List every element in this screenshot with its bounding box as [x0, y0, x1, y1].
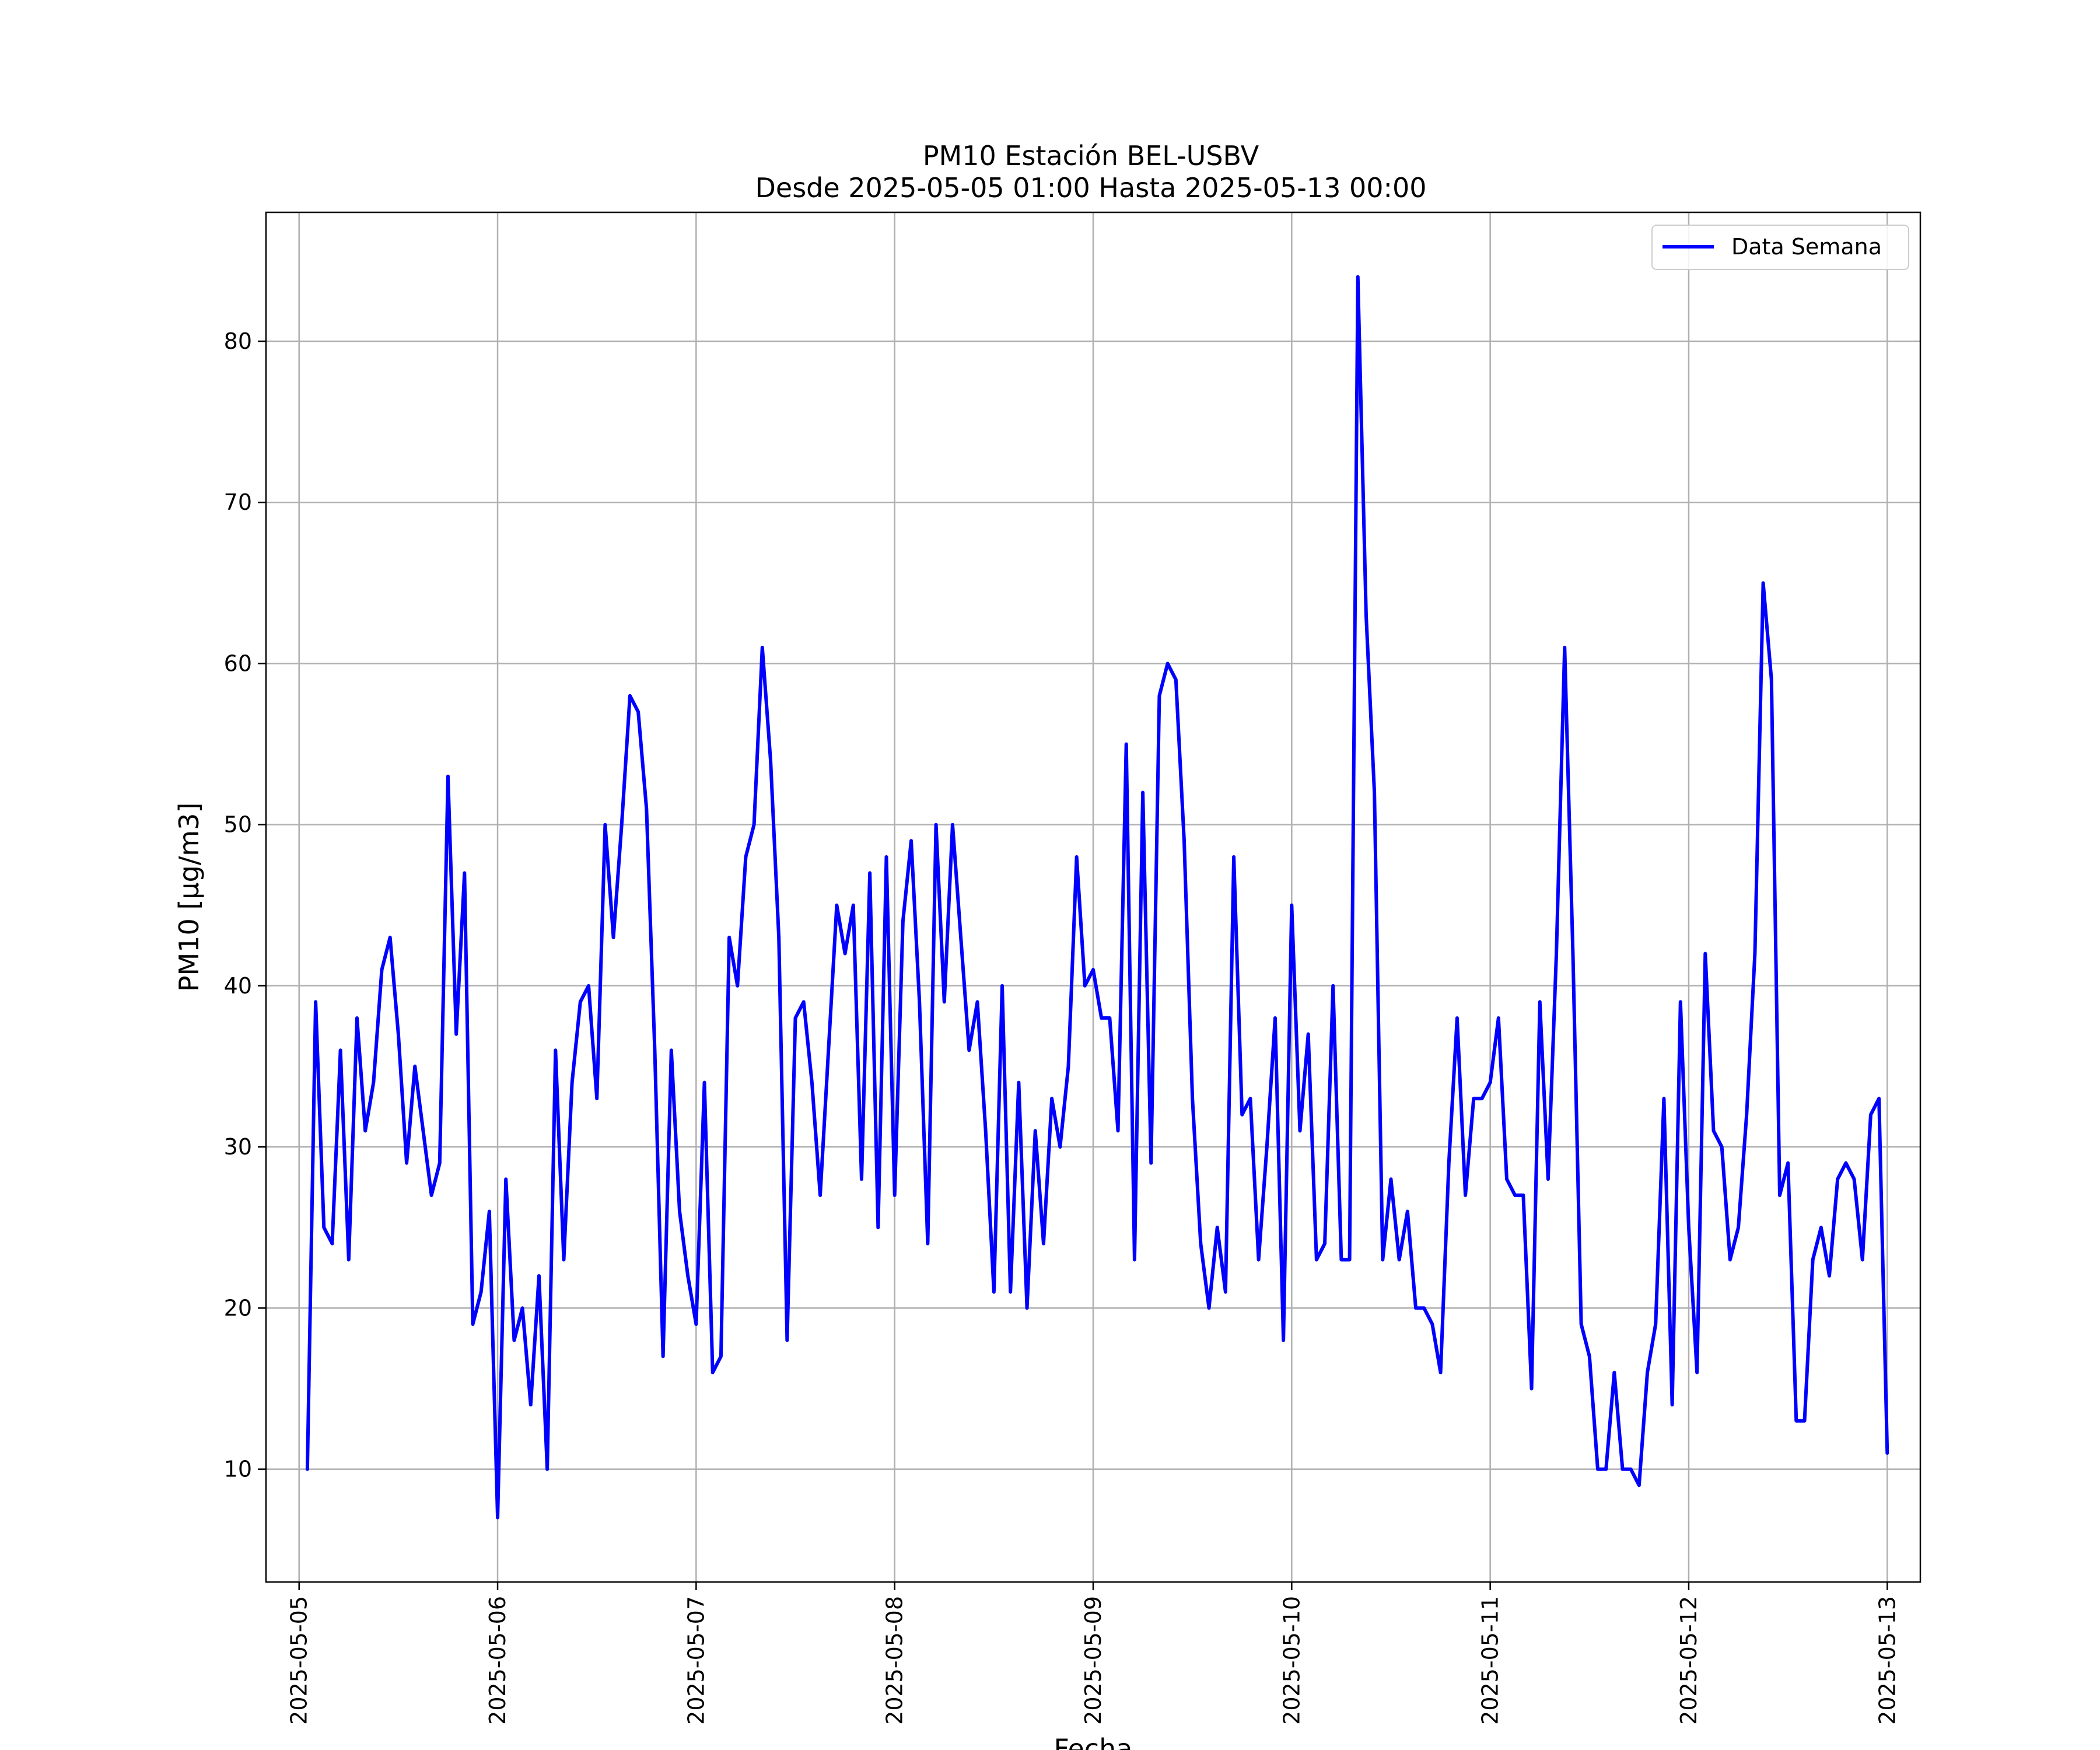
y-axis-label: PM10 [μg/m3] [173, 803, 205, 992]
y-tick-label: 20 [224, 1295, 252, 1321]
x-axis-label: Fecha [1054, 1733, 1133, 1750]
y-tick-label: 50 [224, 812, 252, 838]
y-tick-label: 10 [224, 1457, 252, 1482]
x-tick-label: 2025-05-06 [485, 1596, 510, 1725]
legend-box [1651, 225, 1909, 270]
legend-label-data-semana: Data Semana [1731, 234, 1882, 260]
y-tick-label: 40 [224, 973, 252, 999]
grid-lines [266, 212, 1920, 1582]
x-tick-label: 2025-05-05 [286, 1596, 312, 1725]
x-tick-label: 2025-05-11 [1478, 1596, 1503, 1725]
x-tick-label: 2025-05-12 [1676, 1596, 1702, 1725]
legend: Data Semana [1651, 225, 1909, 270]
x-tick-label: 2025-05-08 [882, 1596, 908, 1725]
x-tick-label: 2025-05-07 [683, 1596, 709, 1725]
chart-subtitle: Desde 2025-05-05 01:00 Hasta 2025-05-13 … [755, 172, 1426, 204]
y-tick-label: 80 [224, 328, 252, 354]
x-tick-label: 2025-05-13 [1874, 1596, 1900, 1725]
series-lines [305, 275, 1889, 1520]
y-axis-ticks: 10 20 30 40 50 60 70 80 [224, 328, 266, 1482]
x-tick-label: 2025-05-10 [1279, 1596, 1304, 1725]
y-tick-label: 70 [224, 489, 252, 515]
chart-title: PM10 Estación BEL-USBV [923, 140, 1259, 172]
y-tick-label: 60 [224, 650, 252, 676]
x-tick-label: 2025-05-09 [1080, 1596, 1106, 1725]
series-line-data-semana [305, 275, 1889, 1520]
x-axis-ticks: 2025-05-05 2025-05-06 2025-05-07 2025-05-08… [286, 1582, 1900, 1725]
y-tick-label: 30 [224, 1134, 252, 1160]
